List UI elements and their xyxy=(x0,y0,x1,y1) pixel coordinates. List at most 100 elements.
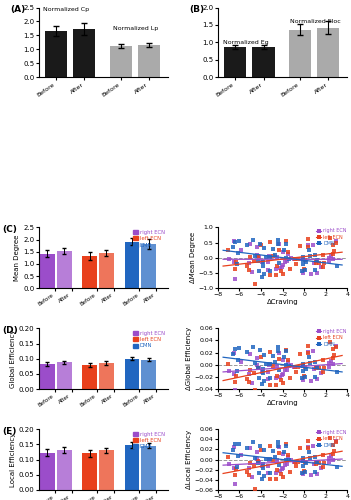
Point xyxy=(297,350,303,358)
Point xyxy=(326,362,331,370)
Point xyxy=(247,260,252,268)
Point xyxy=(300,252,305,260)
Point xyxy=(292,256,297,264)
Text: Normalized Cp: Normalized Cp xyxy=(44,7,90,12)
Bar xyxy=(82,454,97,490)
Point xyxy=(321,459,327,467)
Point xyxy=(326,254,331,262)
Point xyxy=(247,254,253,262)
Point xyxy=(267,254,273,262)
Point xyxy=(285,250,291,258)
Y-axis label: Local Efficiency: Local Efficiency xyxy=(10,432,16,487)
Point xyxy=(312,452,318,460)
Point xyxy=(292,458,297,466)
Text: Normalized Eg: Normalized Eg xyxy=(223,40,269,44)
Text: Normalized Lp: Normalized Lp xyxy=(113,26,159,32)
Point xyxy=(277,355,282,363)
Point xyxy=(244,375,250,383)
Point xyxy=(280,473,286,481)
Point xyxy=(285,356,291,364)
Point xyxy=(303,364,309,372)
Point xyxy=(283,440,289,448)
Point xyxy=(293,260,298,268)
Point xyxy=(280,270,286,278)
Point xyxy=(300,362,306,370)
Point xyxy=(259,258,265,266)
Text: (E): (E) xyxy=(2,426,16,436)
Point xyxy=(318,464,323,472)
Point xyxy=(254,354,260,362)
Point xyxy=(332,447,337,455)
Point xyxy=(270,252,276,260)
Point xyxy=(306,448,312,456)
Point xyxy=(261,270,267,278)
Point xyxy=(300,470,306,478)
Point xyxy=(260,262,266,270)
Point xyxy=(288,254,293,262)
Point xyxy=(280,248,285,256)
Point xyxy=(305,241,311,249)
Point xyxy=(273,380,278,388)
Point xyxy=(280,262,285,270)
Point xyxy=(256,254,261,262)
Text: (B): (B) xyxy=(189,4,204,14)
Point xyxy=(247,459,253,467)
Point xyxy=(285,358,291,366)
Bar xyxy=(57,362,72,389)
Point xyxy=(313,257,318,265)
Point xyxy=(277,372,283,380)
Point xyxy=(288,456,293,464)
Point xyxy=(314,470,319,478)
Point xyxy=(300,367,305,375)
Point xyxy=(244,348,250,356)
Point xyxy=(254,362,259,370)
Point xyxy=(320,451,326,459)
Point xyxy=(280,370,285,378)
Point xyxy=(226,255,232,263)
Point xyxy=(278,376,284,384)
Point xyxy=(275,346,280,354)
Point xyxy=(275,438,280,446)
Point xyxy=(313,458,318,466)
Point xyxy=(318,264,323,272)
Point xyxy=(265,266,271,274)
Point xyxy=(305,436,311,444)
Point xyxy=(255,256,260,264)
Point xyxy=(230,350,236,358)
Point xyxy=(276,444,282,452)
Point xyxy=(320,250,326,258)
Point xyxy=(232,464,237,471)
Point xyxy=(299,374,305,382)
Point xyxy=(310,347,316,355)
Point xyxy=(330,256,336,264)
Bar xyxy=(99,363,114,389)
Point xyxy=(230,243,236,251)
Point xyxy=(260,464,266,472)
Point xyxy=(283,361,289,369)
Point xyxy=(326,458,331,466)
Point xyxy=(281,246,287,254)
Point xyxy=(300,462,305,469)
Point xyxy=(265,375,271,383)
Point xyxy=(266,456,272,464)
Point xyxy=(310,442,316,450)
Legend: right ECN, left ECN, DMN: right ECN, left ECN, DMN xyxy=(316,228,347,247)
Point xyxy=(265,462,270,469)
Point xyxy=(314,363,320,371)
Point xyxy=(263,253,269,261)
Point xyxy=(247,370,252,378)
Point xyxy=(308,472,313,480)
Point xyxy=(280,464,285,472)
Point xyxy=(311,366,317,374)
Point xyxy=(250,236,256,244)
Point xyxy=(266,252,272,260)
Point xyxy=(256,458,261,466)
Point xyxy=(267,360,273,368)
Bar xyxy=(224,46,246,78)
Point xyxy=(279,262,284,270)
Point xyxy=(303,460,309,468)
Text: (C): (C) xyxy=(2,225,17,234)
Point xyxy=(276,240,282,248)
Point xyxy=(314,458,320,466)
Point xyxy=(279,371,284,379)
